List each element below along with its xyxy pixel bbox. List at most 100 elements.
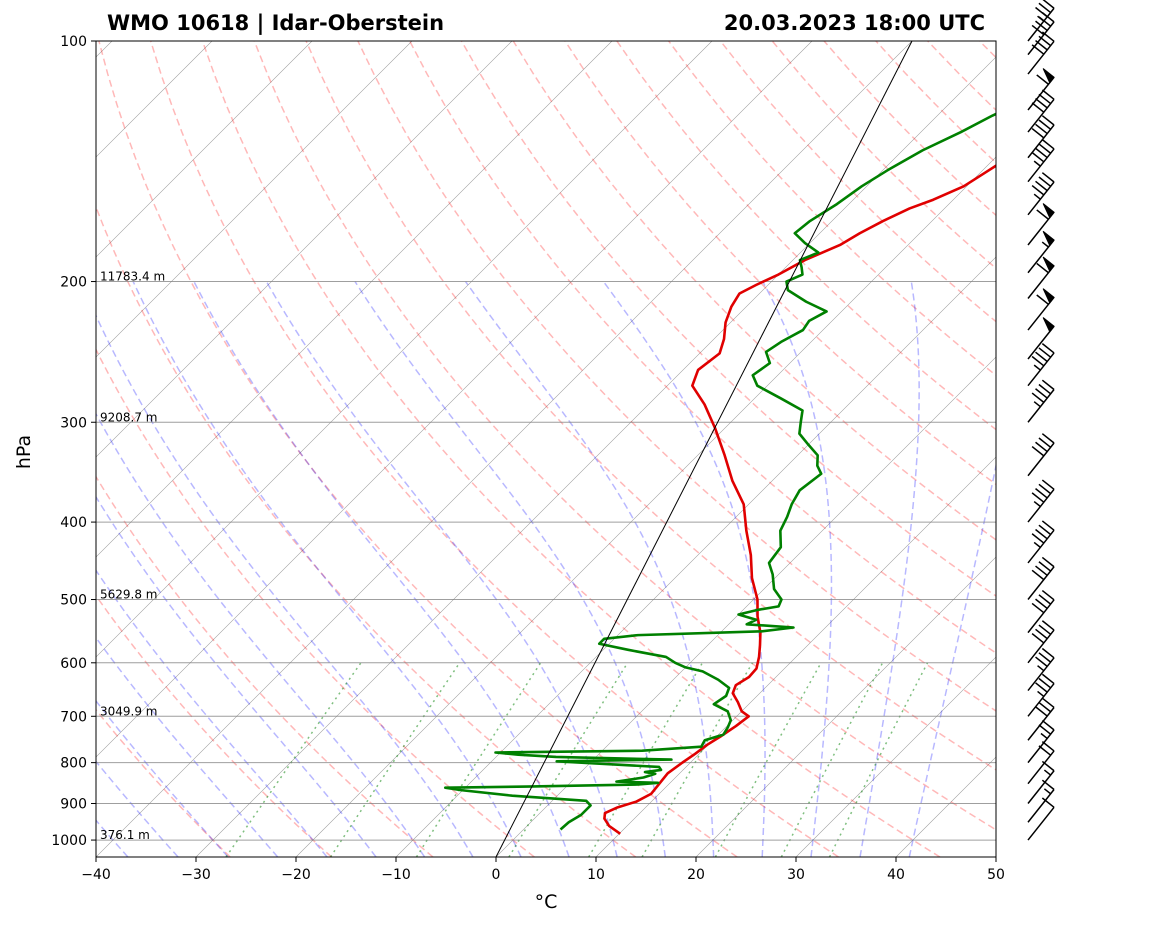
isotherm-line — [96, 41, 913, 857]
moist-adiabat-line — [193, 281, 570, 857]
wind-barb-staff — [1027, 40, 1055, 75]
wind-barb-half-flag — [1033, 193, 1041, 200]
wind-barb-staff — [1027, 352, 1055, 387]
dry-adiabat-line — [96, 708, 231, 857]
wind-barb-half-flag — [1043, 788, 1052, 795]
pressure-gridlines — [96, 40, 996, 841]
wind-barb-staff — [1027, 707, 1055, 741]
wind-barb-pennant — [1042, 230, 1055, 247]
moist-adiabat-line — [96, 313, 474, 857]
x-tick-label: 40 — [887, 867, 905, 883]
x-tick-label: 20 — [687, 867, 705, 883]
x-tick-label: 50 — [987, 867, 1005, 883]
wind-barb-flag — [1035, 20, 1048, 32]
wind-barb-staff — [1027, 124, 1055, 159]
wind-barb-flag — [1041, 556, 1055, 568]
wind-barb-flag — [1038, 143, 1052, 154]
wind-barb-flag — [1038, 176, 1052, 187]
wind-barb-flag — [1041, 589, 1055, 601]
wind-barb-flag — [1038, 594, 1052, 605]
wind-barb-flag — [1031, 392, 1045, 403]
x-tick-label: −20 — [281, 867, 311, 883]
height-label: 5629.8 m — [100, 588, 158, 602]
wind-barb-flag — [1041, 797, 1055, 808]
wind-barb — [1027, 433, 1055, 477]
wind-barb-pennant — [1042, 203, 1055, 219]
wind-barb — [1027, 620, 1055, 664]
y-axis-label: hPa — [13, 435, 35, 469]
dry-adiabat-line — [512, 41, 996, 541]
wind-barb-pennant — [1042, 288, 1055, 304]
isotherm-line — [695, 556, 996, 857]
wind-barb-half-flag — [1033, 160, 1041, 167]
wind-barb — [1027, 203, 1055, 246]
wind-barb-flag — [1031, 602, 1045, 614]
wind-barb-flag — [1038, 437, 1052, 448]
chart-title-station: WMO 10618 | Idar-Oberstein — [107, 11, 444, 36]
wind-barb — [1027, 0, 1055, 42]
dry-adiabat-line — [357, 41, 996, 712]
wind-barb-flag — [1041, 433, 1055, 444]
wind-barb-flag — [1031, 492, 1045, 503]
wind-barb-half-flag — [1033, 500, 1041, 508]
wind-barb-half-flag — [1033, 364, 1041, 371]
series-line-1 — [603, 164, 996, 835]
y-tick-label: 1000 — [51, 833, 87, 849]
wind-barb-flag — [1041, 520, 1055, 531]
y-tick-label: 200 — [60, 275, 87, 291]
moist-adiabat-line — [132, 281, 522, 857]
wind-barb — [1027, 68, 1055, 111]
y-tick-label: 700 — [60, 709, 87, 725]
isotherm-line — [395, 256, 996, 857]
wind-barb-staff — [1027, 98, 1055, 133]
wind-barb-flag — [1035, 565, 1048, 576]
wind-barb — [1027, 797, 1055, 841]
wind-barb-half-flag — [1033, 541, 1041, 548]
wind-barb-staff — [1027, 729, 1055, 764]
wind-barb-flag — [1031, 355, 1045, 367]
x-tick-label: −30 — [181, 867, 211, 883]
wind-barb-flag — [1036, 294, 1049, 305]
wind-barb-flag — [1041, 479, 1055, 490]
isotherm-line — [795, 656, 996, 857]
moist-adiabat-line — [96, 569, 328, 857]
wind-barb-flag — [1031, 185, 1045, 196]
height-label: 11783.4 m — [100, 270, 165, 284]
moist-adiabat-line — [859, 281, 920, 857]
y-tick-label: 500 — [60, 593, 87, 609]
moist-adiabat-line — [354, 281, 667, 857]
wind-barb-flag — [1041, 343, 1055, 354]
wind-barb-flag — [1038, 93, 1052, 105]
moist-adiabat-line — [602, 281, 766, 857]
wind-barb-flag — [1035, 488, 1048, 499]
wind-barb-flag — [1031, 151, 1045, 163]
dry-adiabat-line — [201, 41, 941, 857]
wind-barb-flag — [1031, 633, 1045, 644]
wind-barb-flag — [1031, 533, 1045, 544]
dry-adiabat-line — [96, 475, 434, 857]
wind-barb-flag — [1036, 209, 1049, 220]
wind-barb-flag — [1041, 719, 1055, 731]
wind-barb-staff — [1027, 657, 1055, 692]
isotherm-line — [96, 41, 613, 558]
wind-barb-flag — [1035, 598, 1048, 610]
y-axis-ticks: 1000 900 800 700 600 500 400 300 200 100 — [51, 34, 96, 849]
wind-barb-flag — [1035, 147, 1048, 159]
dry-adiabat-line — [564, 41, 996, 486]
wind-barb — [1027, 115, 1055, 159]
y-tick-label: 600 — [60, 656, 87, 672]
wind-barb-half-flag — [1037, 665, 1045, 672]
wind-barb-flag — [1038, 677, 1052, 689]
wind-barb-staff — [1027, 683, 1055, 717]
y-tick-label: 300 — [60, 415, 87, 431]
wind-barb-staff — [1027, 7, 1055, 42]
wind-barb-half-flag — [1043, 769, 1052, 776]
wind-barb-staff — [1027, 529, 1055, 564]
mixing-ratio-line — [508, 662, 629, 857]
wind-barb — [1027, 479, 1055, 523]
wind-barb-flag — [1035, 97, 1048, 109]
wind-barb-flag — [1041, 115, 1055, 126]
wind-barb — [1027, 520, 1055, 564]
wind-barb-flag — [1036, 262, 1049, 274]
